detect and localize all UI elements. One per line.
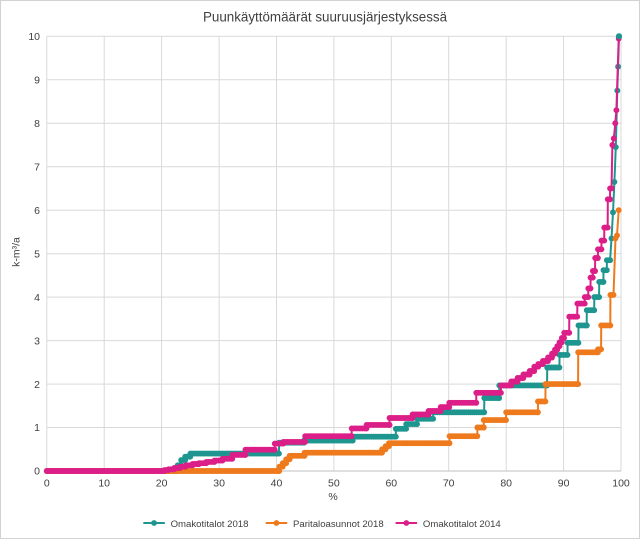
svg-text:1: 1	[34, 422, 40, 434]
svg-text:6: 6	[34, 205, 40, 217]
svg-text:0: 0	[34, 466, 40, 478]
svg-text:5: 5	[34, 248, 40, 260]
svg-text:0: 0	[44, 478, 50, 490]
svg-text:4: 4	[34, 292, 40, 304]
svg-text:90: 90	[558, 478, 570, 490]
svg-text:7: 7	[34, 161, 40, 173]
svg-text:40: 40	[271, 478, 283, 490]
svg-text:2: 2	[34, 379, 40, 391]
svg-text:70: 70	[443, 478, 455, 490]
svg-text:8: 8	[34, 118, 40, 130]
svg-text:k-m³/a: k-m³/a	[11, 237, 23, 267]
svg-text:%: %	[328, 491, 337, 503]
svg-text:50: 50	[328, 478, 340, 490]
svg-text:10: 10	[28, 31, 40, 43]
svg-text:Omakotitalot 2014: Omakotitalot 2014	[423, 519, 502, 530]
svg-text:100: 100	[612, 478, 630, 490]
svg-text:10: 10	[98, 478, 110, 490]
svg-text:80: 80	[500, 478, 512, 490]
svg-text:Paritaloasunnot 2018: Paritaloasunnot 2018	[293, 519, 384, 530]
svg-text:Omakotitalot 2018: Omakotitalot 2018	[171, 519, 249, 530]
svg-text:60: 60	[385, 478, 397, 490]
svg-text:3: 3	[34, 335, 40, 347]
svg-text:30: 30	[213, 478, 225, 490]
svg-text:20: 20	[156, 478, 168, 490]
svg-text:Puunkäyttömäärät suuruusjärjes: Puunkäyttömäärät suuruusjärjestyksessä	[203, 9, 448, 24]
svg-text:9: 9	[34, 75, 40, 87]
